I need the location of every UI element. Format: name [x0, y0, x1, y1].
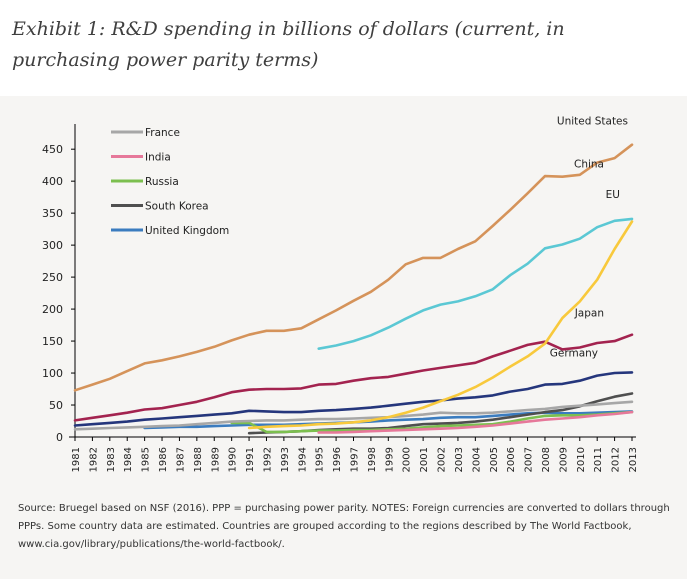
series-line-japan [73, 333, 634, 422]
x-tick-label: 2005 [489, 447, 500, 472]
legend-label-united-kingdom: United Kingdom [145, 225, 229, 237]
series-label-germany: Germany [550, 347, 598, 359]
chart-axes: 0 50 100 150 200 250 300 350 400 450 1981 1982 1983 1… [42, 124, 639, 472]
series-line-united-kingdom [143, 410, 634, 430]
x-tick-label: 2012 [611, 447, 622, 472]
legend-label-russia: Russia [145, 176, 179, 188]
y-tick-label: 400 [42, 175, 63, 188]
x-tick-label: 2001 [419, 447, 430, 472]
series-label-china: China [574, 158, 604, 170]
series-label-japan: Japan [574, 308, 604, 320]
x-tick-label: 1993 [280, 447, 291, 472]
y-tick-label: 0 [56, 431, 63, 444]
y-tick-label: 300 [42, 239, 63, 252]
series-label-eu: EU [606, 189, 620, 201]
x-tick-label: 1986 [158, 447, 169, 472]
x-tick-label: 1992 [262, 447, 273, 472]
x-tick-label: 1990 [228, 447, 239, 472]
x-tick-label: 2006 [506, 447, 517, 472]
y-tick-label: 150 [42, 335, 63, 348]
x-tick-label: 1982 [88, 447, 99, 472]
x-tick-label: 2000 [402, 447, 413, 472]
legend-label-south-korea: South Korea [145, 201, 209, 213]
series-line-russia [230, 410, 634, 434]
x-tick-label: 1999 [384, 447, 395, 472]
y-tick-label: 50 [49, 399, 63, 412]
x-tick-label: 2011 [593, 447, 604, 472]
exhibit-title: Exhibit 1: R&D spending in billions of d… [12, 18, 565, 71]
series-line-eu [317, 217, 634, 350]
series-labels: United States EU China Japan Germany [550, 116, 628, 360]
x-tick-label: 2010 [576, 447, 587, 472]
x-tick-label: 1995 [315, 447, 326, 472]
series-line-united-states [73, 143, 634, 392]
y-tick-label: 450 [42, 143, 63, 156]
chart-legend: France India Russia South Korea United Kingd… [111, 127, 229, 237]
y-tick-label: 250 [42, 271, 63, 284]
x-tick-label: 1984 [123, 447, 134, 472]
source-note: Source: Bruegel based on NSF (2016). PPP… [18, 503, 670, 550]
x-tick-label: 2003 [454, 447, 465, 472]
x-tick-label: 2002 [437, 447, 448, 472]
series-label-united-states: United States [557, 116, 628, 128]
series-line-france [73, 400, 634, 431]
x-tick-label: 1997 [350, 447, 361, 472]
x-tick-label: 1987 [175, 447, 186, 472]
x-tick-label: 1985 [141, 447, 152, 472]
x-tick-label: 1983 [106, 447, 117, 472]
x-tick-label: 1991 [245, 447, 256, 472]
x-tick-label: 1988 [193, 447, 204, 472]
x-tick-label: 2007 [524, 447, 535, 472]
x-tick-label: 2013 [628, 447, 639, 472]
series-line-china [247, 220, 634, 430]
x-tick-label: 1994 [297, 447, 308, 472]
x-tick-label: 1998 [367, 447, 378, 472]
chart-series [73, 143, 634, 435]
x-tick-label: 1989 [210, 447, 221, 472]
legend-label-india: India [145, 152, 171, 164]
legend-label-france: France [145, 127, 180, 139]
x-tick-label: 2009 [558, 447, 569, 472]
x-tick-label: 1996 [332, 447, 343, 472]
x-tick-label: 2004 [471, 447, 482, 472]
y-tick-label: 100 [42, 367, 63, 380]
y-tick-label: 350 [42, 207, 63, 220]
series-line-india [317, 410, 634, 434]
y-tick-label: 200 [42, 303, 63, 316]
x-tick-label: 2008 [541, 447, 552, 472]
x-tick-label: 1981 [71, 447, 82, 472]
series-line-germany [73, 371, 634, 427]
